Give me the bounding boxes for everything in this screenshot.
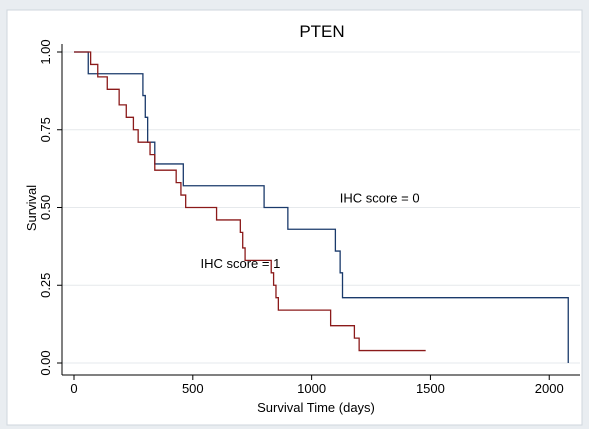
x-tick-label: 0 <box>70 381 77 396</box>
series-1-curve <box>74 51 426 352</box>
grid-lines <box>62 51 580 364</box>
series-0-curve <box>74 51 569 363</box>
chart-title: PTEN <box>299 22 344 41</box>
plot-background <box>6 9 583 426</box>
x-tick-label: 500 <box>182 381 204 396</box>
x-tick-label: 2000 <box>535 381 564 396</box>
y-tick-label: 0.50 <box>38 195 53 220</box>
y-tick-label: 0.00 <box>38 350 53 375</box>
annotations: IHC score = 0 IHC score = 1 <box>201 191 420 271</box>
annotation-0: IHC score = 0 <box>340 191 420 206</box>
x-axis-ticks: 0 500 1000 1500 2000 <box>70 375 564 396</box>
y-axis-title: Survival <box>24 185 39 231</box>
y-tick-label: 1.00 <box>38 39 53 64</box>
axes <box>61 44 580 376</box>
annotation-1: IHC score = 1 <box>201 256 281 271</box>
series-layer <box>74 51 569 363</box>
y-tick-label: 0.25 <box>38 273 53 298</box>
x-axis-title: Survival Time (days) <box>257 400 375 415</box>
y-tick-label: 0.75 <box>38 117 53 142</box>
x-tick-label: 1500 <box>416 381 445 396</box>
y-axis-ticks: 0.00 0.25 0.50 0.75 1.00 <box>38 39 62 376</box>
x-tick-label: 1000 <box>297 381 326 396</box>
